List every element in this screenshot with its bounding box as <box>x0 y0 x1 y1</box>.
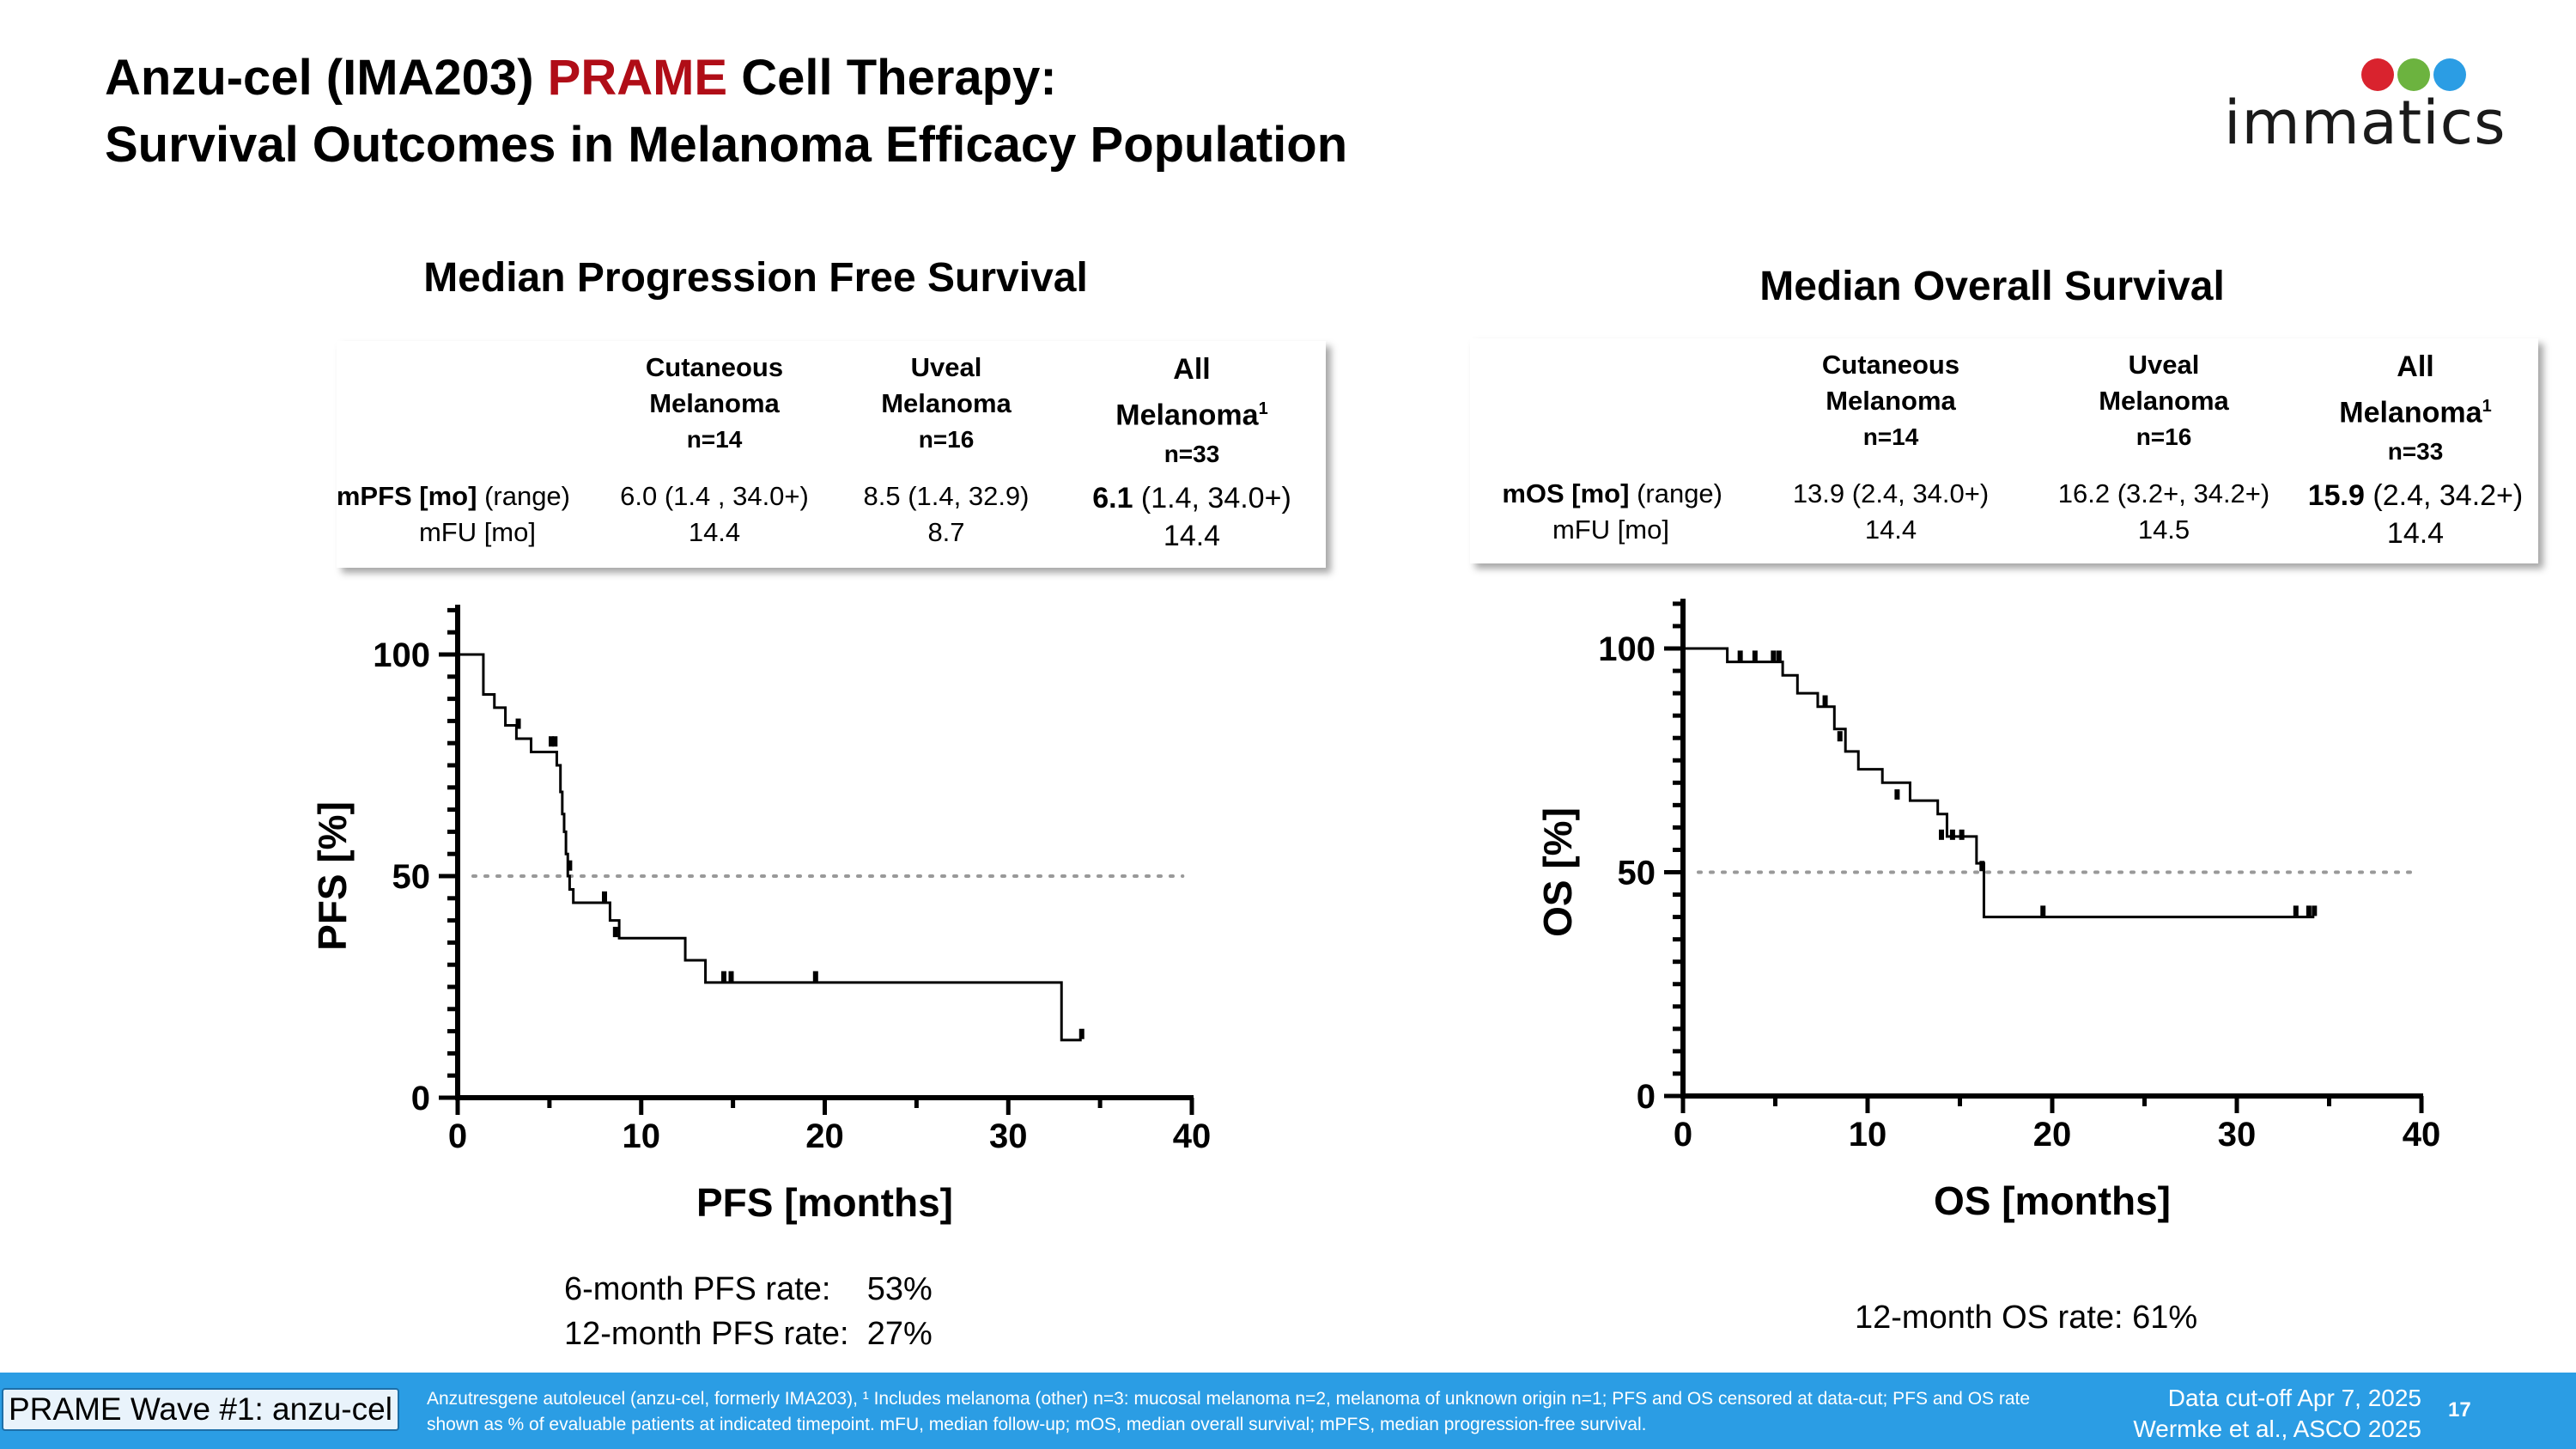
os-uveal-mos: 16.2 (3.2+, 34.2+) <box>2057 478 2270 508</box>
os-uveal-mfu: 14.5 <box>2137 514 2190 545</box>
pfs-uveal-mfu: 8.7 <box>927 517 965 547</box>
os-rate-12-month: 12-month OS rate: 61% <box>1855 1300 2198 1336</box>
pfs-row-label-mfu: mFU [mo] <box>418 517 536 547</box>
pfs-all-mfu: 14.4 <box>1163 520 1221 552</box>
pfs-survival-curve <box>458 653 1082 1042</box>
os-survival-curve <box>1683 647 2315 919</box>
title-line-2: Survival Outcomes in Melanoma Efficacy P… <box>105 117 1348 173</box>
pfs-x-tick-label: 20 <box>805 1117 844 1155</box>
pfs-y-tick-label: 50 <box>392 858 431 896</box>
os-x-tick-label: 20 <box>2033 1116 2072 1154</box>
os-y-tick-label: 100 <box>1598 630 1656 668</box>
logo-wordmark: immatics <box>2224 88 2506 158</box>
os-cutaneous-mfu: 14.4 <box>1864 514 1917 545</box>
os-y-tick-label: 0 <box>1637 1078 1656 1116</box>
page-number: 17 <box>2448 1398 2471 1422</box>
data-cutoff-date: Data cut-off Apr 7, 2025 <box>2167 1385 2421 1411</box>
pfs-y-tick-label: 100 <box>373 636 430 674</box>
logo-dot-green-icon <box>2397 58 2430 91</box>
pfs-section-title: Median Progression Free Survival <box>423 255 1088 301</box>
pfs-y-tick-label: 0 <box>411 1080 430 1117</box>
os-rates: 12-month OS rate: 61% <box>1855 1295 2197 1340</box>
os-all-mos: 15.9 (2.4, 34.2+) <box>2307 479 2524 512</box>
os-row-label-mos: mOS [mo] (range) <box>1502 478 1722 508</box>
pfs-all-mpfs: 6.1 (1.4, 34.0+) <box>1092 482 1291 514</box>
pfs-col-all: All Melanoma1 n=33 <box>1115 353 1268 468</box>
os-x-tick-label: 0 <box>1674 1116 1692 1154</box>
pfs-rate-6-month: 6-month PFS rate: 53% <box>564 1271 933 1307</box>
pfs-x-tick-label: 30 <box>989 1117 1028 1155</box>
citation: Wermke et al., ASCO 2025 <box>2133 1416 2421 1442</box>
pfs-cutaneous-mpfs: 6.0 (1.4 , 34.0+) <box>620 481 809 511</box>
os-cutaneous-mos: 13.9 (2.4, 34.0+) <box>1792 478 1990 508</box>
os-section-title: Median Overall Survival <box>1759 264 2225 309</box>
pfs-rate-12-month: 12-month PFS rate: 27% <box>564 1316 933 1352</box>
pfs-kaplan-meier-chart: 0 10 20 30 40 0 50 100 PFS [months] PFS [%] <box>310 605 1212 1225</box>
title-accent-prame: PRAME <box>547 50 728 106</box>
os-x-tick-label: 30 <box>2218 1116 2257 1154</box>
prame-wave-badge: PRAME Wave #1: anzu-cel <box>2 1388 399 1431</box>
os-kaplan-meier-chart: 0 10 20 30 40 0 50 100 OS [months] OS [%] <box>1535 599 2441 1223</box>
os-summary-table: Cutaneous Melanoma n=14 Uveal Melanoma n=16 … <box>1470 338 2538 563</box>
data-cutoff: Data cut-off Apr 7, 2025 Wermke et al., … <box>2133 1383 2421 1445</box>
pfs-rates: 6-month PFS rate: 53% 12-month PFS rate:… <box>564 1267 933 1356</box>
pfs-cutaneous-mfu: 14.4 <box>688 517 741 547</box>
pfs-summary-table: Cutaneous Melanoma n=14 Uveal Melanoma n=16 … <box>337 341 1326 568</box>
os-x-tick-label: 40 <box>2403 1116 2441 1154</box>
os-y-axis-label: OS [%] <box>1535 807 1580 937</box>
os-all-mfu: 14.4 <box>2386 517 2445 550</box>
pfs-x-tick-label: 40 <box>1173 1117 1212 1155</box>
footer-bar: PRAME Wave #1: anzu-cel Anzutresgene aut… <box>0 1373 2576 1449</box>
logo-dot-red-icon <box>2361 58 2394 91</box>
logo-dot-blue-icon <box>2433 58 2466 91</box>
pfs-col-cutaneous: Cutaneous Melanoma n=14 <box>645 352 784 453</box>
pfs-y-axis-label: PFS [%] <box>310 801 355 951</box>
pfs-row-label-mpfs: mPFS [mo] (range) <box>336 481 570 511</box>
pfs-col-uveal: Uveal Melanoma n=16 <box>881 352 1012 453</box>
slide-title: Anzu-cel (IMA203) PRAME Cell Therapy: Su… <box>105 45 1347 179</box>
pfs-x-tick-label: 10 <box>623 1117 661 1155</box>
os-row-label-mfu: mFU [mo] <box>1552 514 1669 545</box>
os-x-axis-label: OS [months] <box>1934 1178 2171 1223</box>
pfs-uveal-mpfs: 8.5 (1.4, 32.9) <box>863 481 1030 511</box>
immatics-logo: immatics <box>2224 53 2506 158</box>
os-col-uveal: Uveal Melanoma n=16 <box>2099 350 2229 450</box>
footnote: Anzutresgene autoleucel (anzu-cel, forme… <box>427 1389 2031 1434</box>
os-col-all: All Melanoma1 n=33 <box>2339 350 2492 466</box>
os-col-cutaneous: Cutaneous Melanoma n=14 <box>1821 350 1960 450</box>
os-x-tick-label: 10 <box>1849 1116 1887 1154</box>
pfs-x-axis-label: PFS [months] <box>696 1180 953 1225</box>
title-line-1: Anzu-cel (IMA203) PRAME Cell Therapy: <box>105 50 1057 106</box>
pfs-x-tick-label: 0 <box>448 1117 467 1155</box>
os-y-tick-label: 50 <box>1618 855 1656 892</box>
